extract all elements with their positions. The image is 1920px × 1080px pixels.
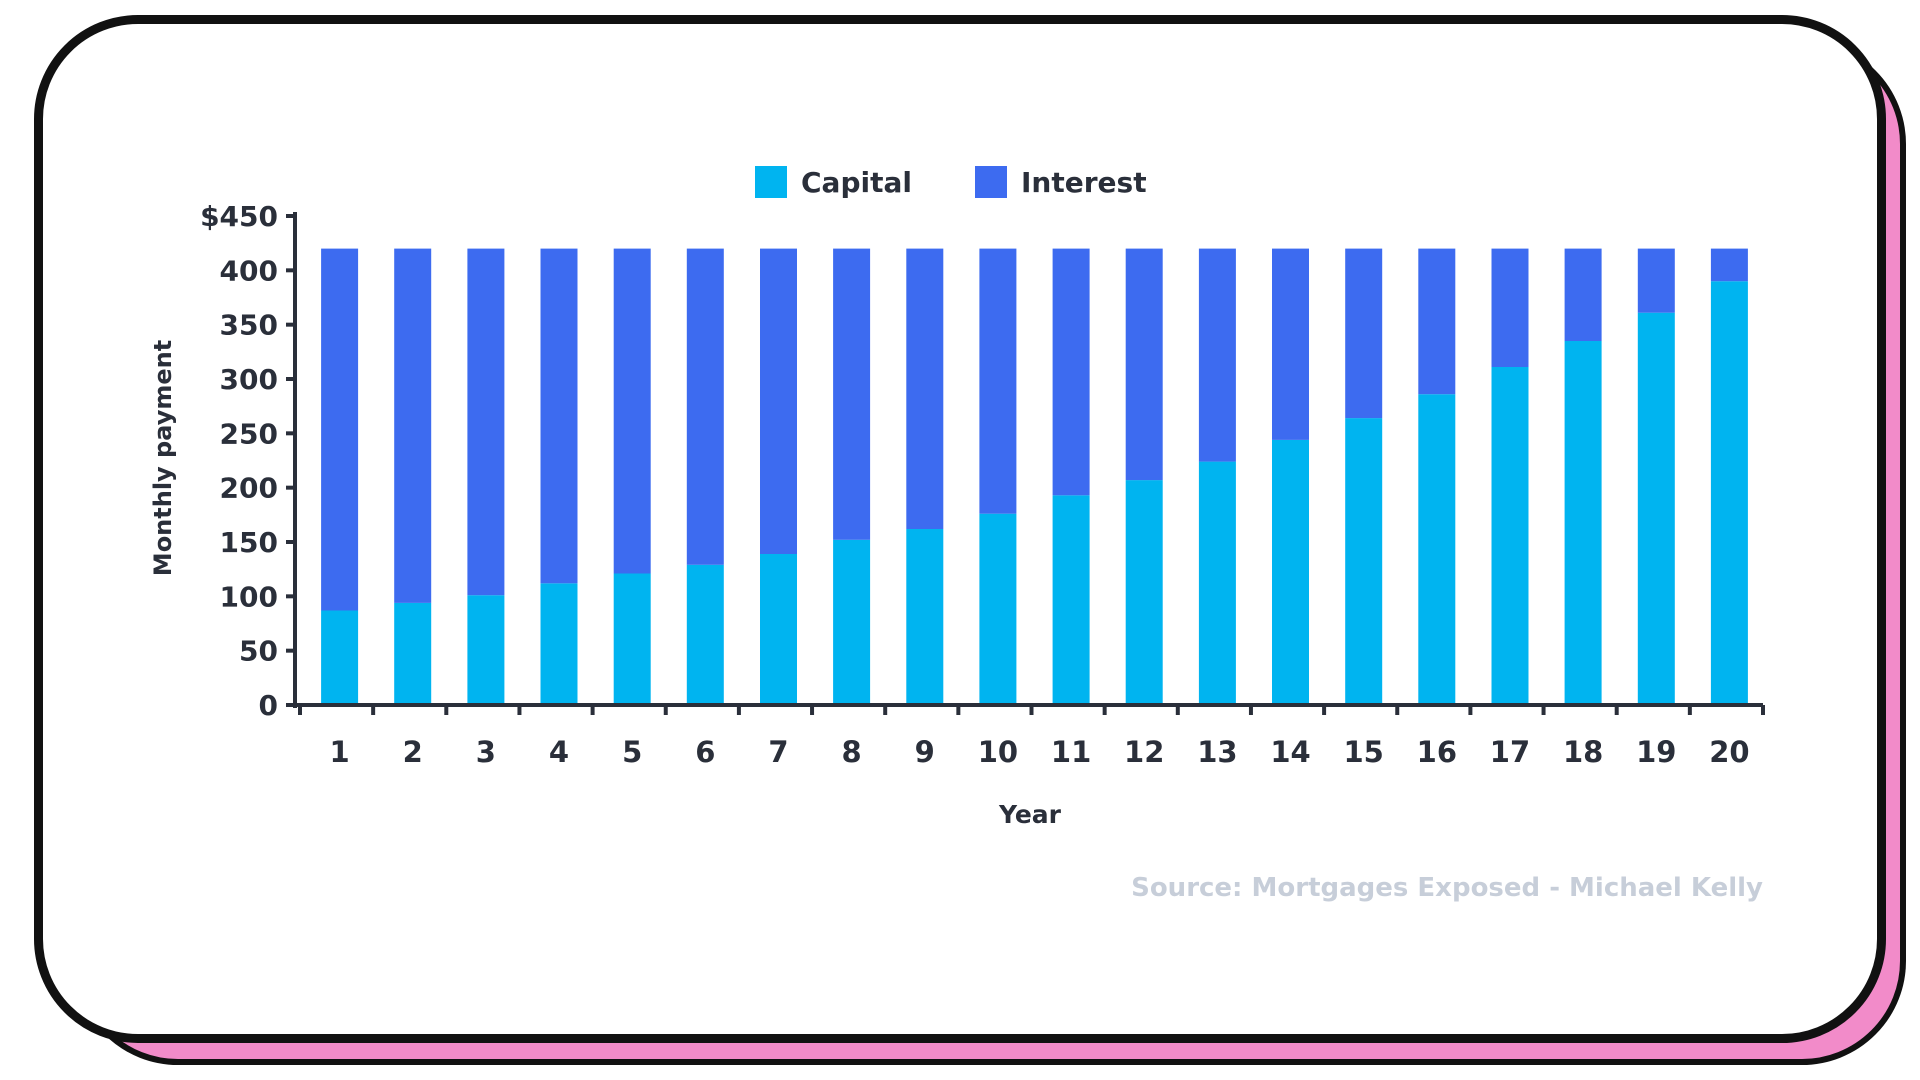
x-tick-label-20: 20	[1709, 735, 1749, 769]
x-tick-label-11: 11	[1051, 735, 1091, 769]
x-tick-label-4: 4	[549, 735, 569, 769]
y-tick-label-0: 0	[259, 689, 278, 722]
bar-interest-year-17	[1491, 248, 1529, 367]
bar-interest-year-8	[833, 248, 871, 540]
bar-interest-year-2	[394, 248, 432, 603]
x-tick-label-15: 15	[1343, 735, 1383, 769]
bar-interest-year-6	[686, 248, 724, 565]
bar-interest-year-1	[321, 248, 359, 611]
bar-interest-year-19	[1637, 248, 1675, 313]
legend-label-interest: Interest	[1021, 166, 1147, 199]
bar-interest-year-11	[1052, 248, 1090, 496]
y-tick-label-400: 400	[220, 254, 278, 287]
bar-capital-year-19	[1637, 312, 1675, 705]
x-axis-label: Year	[998, 800, 1062, 829]
y-tick-label-100: 100	[220, 580, 278, 613]
bar-capital-year-9	[906, 529, 944, 705]
bar-interest-year-14	[1272, 248, 1309, 440]
x-tick-label-16: 16	[1417, 735, 1457, 769]
x-tick-label-2: 2	[403, 735, 423, 769]
bar-interest-year-20	[1710, 248, 1748, 282]
bar-interest-year-7	[760, 248, 797, 554]
source-note: Source: Mortgages Exposed - Michael Kell…	[1131, 873, 1763, 903]
x-tick-label-6: 6	[695, 735, 715, 769]
bar-capital-year-4	[540, 583, 578, 705]
x-tick-label-8: 8	[842, 735, 862, 769]
y-tick-label-250: 250	[220, 417, 278, 450]
legend-swatch-interest	[975, 166, 1007, 198]
bar-capital-year-20	[1710, 281, 1748, 705]
bar-interest-year-18	[1564, 248, 1602, 341]
x-tick-label-17: 17	[1490, 735, 1530, 769]
bar-capital-year-1	[321, 610, 359, 705]
bar-interest-year-4	[540, 248, 578, 584]
x-tick-label-5: 5	[622, 735, 642, 769]
bar-capital-year-7	[760, 554, 797, 705]
bar-capital-year-8	[833, 539, 871, 705]
bar-capital-year-14	[1272, 439, 1309, 705]
bar-capital-year-13	[1198, 461, 1236, 705]
bar-capital-year-11	[1052, 495, 1090, 705]
y-tick-label-150: 150	[220, 526, 278, 559]
bar-capital-year-12	[1125, 480, 1163, 705]
bar-capital-year-3	[467, 595, 505, 705]
bar-interest-year-5	[613, 248, 651, 574]
x-tick-label-9: 9	[915, 735, 935, 769]
bar-interest-year-9	[906, 248, 944, 529]
x-tick-label-18: 18	[1563, 735, 1603, 769]
bar-interest-year-12	[1125, 248, 1163, 481]
bar-capital-year-16	[1418, 394, 1456, 705]
bar-interest-year-3	[467, 248, 505, 596]
x-tick-label-3: 3	[476, 735, 496, 769]
bar-interest-year-10	[979, 248, 1017, 514]
x-tick-label-19: 19	[1636, 735, 1676, 769]
bar-capital-year-10	[979, 513, 1017, 705]
y-tick-label-450: $450	[200, 200, 278, 233]
y-tick-label-300: 300	[220, 363, 278, 396]
x-tick-label-13: 13	[1197, 735, 1237, 769]
bars	[321, 248, 1748, 705]
legend-label-capital: Capital	[801, 166, 912, 199]
legend-swatch-capital	[755, 166, 787, 198]
bar-interest-year-16	[1418, 248, 1456, 395]
y-tick-label-350: 350	[220, 309, 278, 342]
x-tick-label-10: 10	[978, 735, 1018, 769]
bar-capital-year-15	[1345, 418, 1383, 705]
x-tick-label-14: 14	[1270, 735, 1310, 769]
bar-capital-year-5	[613, 573, 651, 705]
bar-interest-year-13	[1198, 248, 1236, 462]
bar-capital-year-6	[686, 564, 724, 705]
y-axis-label: Monthly payment	[149, 340, 177, 576]
x-tick-label-12: 12	[1124, 735, 1164, 769]
y-tick-label-50: 50	[239, 635, 278, 668]
bar-interest-year-15	[1345, 248, 1383, 419]
bar-capital-year-2	[394, 602, 432, 705]
bar-capital-year-18	[1564, 341, 1602, 705]
x-tick-label-7: 7	[768, 735, 788, 769]
bar-capital-year-17	[1491, 367, 1529, 705]
x-tick-label-1: 1	[329, 735, 349, 769]
y-tick-label-200: 200	[220, 472, 278, 505]
legend: Capital Interest	[755, 166, 1147, 199]
